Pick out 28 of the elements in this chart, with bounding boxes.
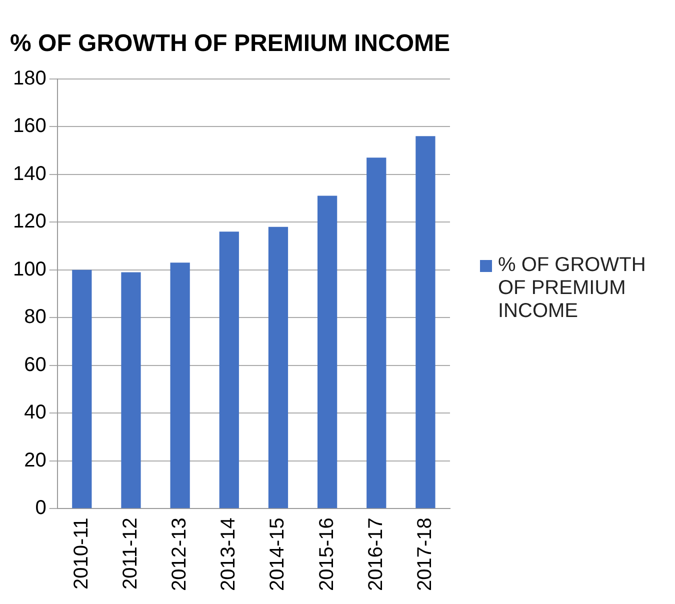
y-tick-label: 20 <box>24 449 46 472</box>
y-tick-label: 60 <box>24 354 46 376</box>
bar <box>317 196 338 508</box>
x-tick-label: 2016-17 <box>364 518 387 592</box>
y-tick-label: 100 <box>12 258 46 280</box>
y-tick-label: 140 <box>12 162 46 185</box>
x-tick-label: 2011-12 <box>120 518 142 590</box>
x-tick-label: 2014-15 <box>266 518 289 592</box>
y-tick-label: 80 <box>24 306 46 328</box>
x-tick-label: 2017-18 <box>414 518 436 592</box>
bar <box>219 232 239 508</box>
legend-label: % OF GROWTH OF PREMIUM INCOME <box>498 254 647 323</box>
x-tick-label: 2010-11 <box>70 518 92 590</box>
y-tick-label: 0 <box>35 497 46 520</box>
bar <box>416 136 436 508</box>
bar <box>170 262 190 508</box>
bar <box>72 270 92 508</box>
chart-title: % OF GROWTH OF PREMIUM INCOME <box>10 30 450 58</box>
y-tick-label: 40 <box>24 402 46 424</box>
bar <box>121 272 141 508</box>
x-tick-label: 2013-14 <box>218 518 240 592</box>
y-tick-label: 160 <box>12 115 46 138</box>
y-tick-label: 120 <box>12 210 46 233</box>
x-tick-label: 2015-16 <box>316 518 338 592</box>
y-tick-label: 180 <box>12 67 46 90</box>
bar <box>268 226 288 508</box>
bar <box>366 158 386 508</box>
x-tick-label: 2012-13 <box>168 518 191 592</box>
